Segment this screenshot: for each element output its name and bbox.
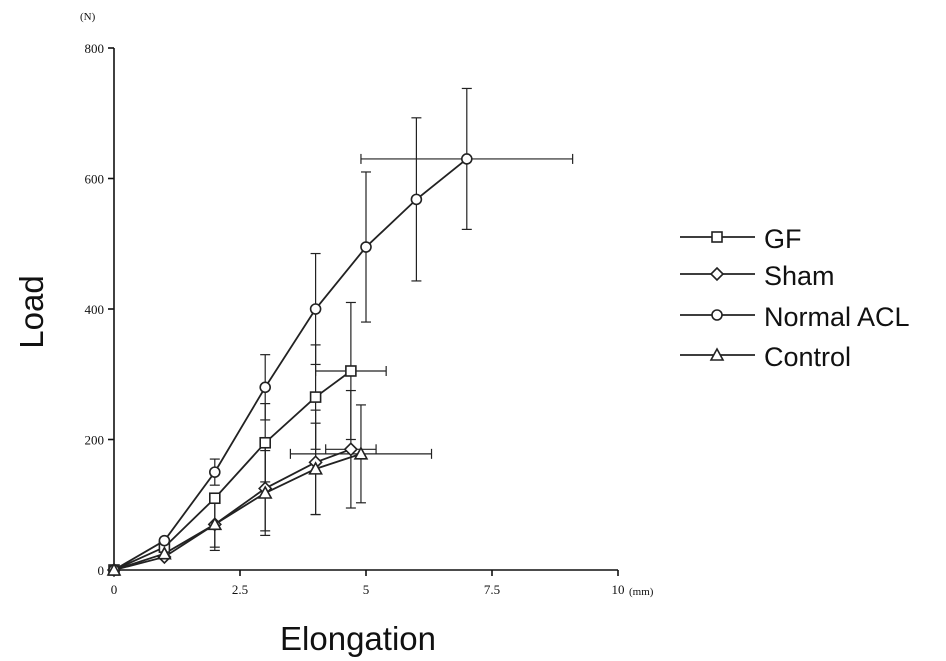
data-point-normal-acl <box>360 241 372 253</box>
series-line-sham <box>113 448 352 571</box>
x-tick-label: 5 <box>363 582 370 597</box>
x-tick-label: 10 <box>612 582 625 597</box>
series-line-gf <box>113 370 352 571</box>
legend-label-control: Control <box>764 342 851 372</box>
x-unit-label: (mm) <box>629 586 654 598</box>
y-unit-label: (N) <box>80 11 96 23</box>
data-point-sham <box>343 442 359 457</box>
x-axis-title: Elongation <box>280 620 436 657</box>
error-bars <box>209 87 574 552</box>
data-point-control <box>157 546 172 560</box>
legend: GF Sham Normal ACL Control <box>680 224 910 372</box>
data-point-control <box>308 461 323 475</box>
x-tick-label: 0 <box>111 582 118 597</box>
data-point-gf <box>309 391 322 403</box>
legend-marker-normal-acl <box>711 309 723 321</box>
legend-marker-gf <box>711 231 723 243</box>
data-point-control <box>207 516 223 531</box>
series-lines <box>113 158 468 571</box>
y-axis-title: Load <box>13 275 50 348</box>
data-point-normal-acl <box>410 193 423 206</box>
data-point-gf <box>259 436 272 449</box>
legend-label-normal-acl: Normal ACL <box>764 302 910 332</box>
axes: 0 2.5 5 7.5 10 0 200 400 600 800 <box>85 41 625 597</box>
data-point-control <box>353 446 369 460</box>
series-line-normal-acl <box>113 158 468 571</box>
data-point-normal-acl <box>209 466 221 478</box>
data-point-normal-acl <box>158 534 171 547</box>
x-tick-label: 2.5 <box>232 582 248 597</box>
series-line-control <box>113 453 362 571</box>
legend-label-gf: GF <box>764 224 802 254</box>
y-tick-label: 200 <box>85 433 105 448</box>
y-tick-label: 0 <box>98 563 105 578</box>
data-point-gf <box>209 492 221 505</box>
y-tick-label: 400 <box>85 302 105 317</box>
y-tick-label: 600 <box>85 172 105 187</box>
data-point-normal-acl <box>259 381 272 394</box>
data-point-normal-acl <box>309 303 322 315</box>
data-point-control <box>257 485 273 499</box>
y-tick-label: 800 <box>85 41 105 56</box>
x-tick-label: 7.5 <box>484 582 500 597</box>
legend-marker-control <box>709 347 725 361</box>
legend-label-sham: Sham <box>764 261 835 291</box>
series-markers <box>106 153 473 578</box>
legend-marker-sham <box>709 266 725 282</box>
data-point-normal-acl <box>460 153 473 165</box>
data-point-gf <box>345 365 357 377</box>
data-point-control <box>106 562 122 576</box>
